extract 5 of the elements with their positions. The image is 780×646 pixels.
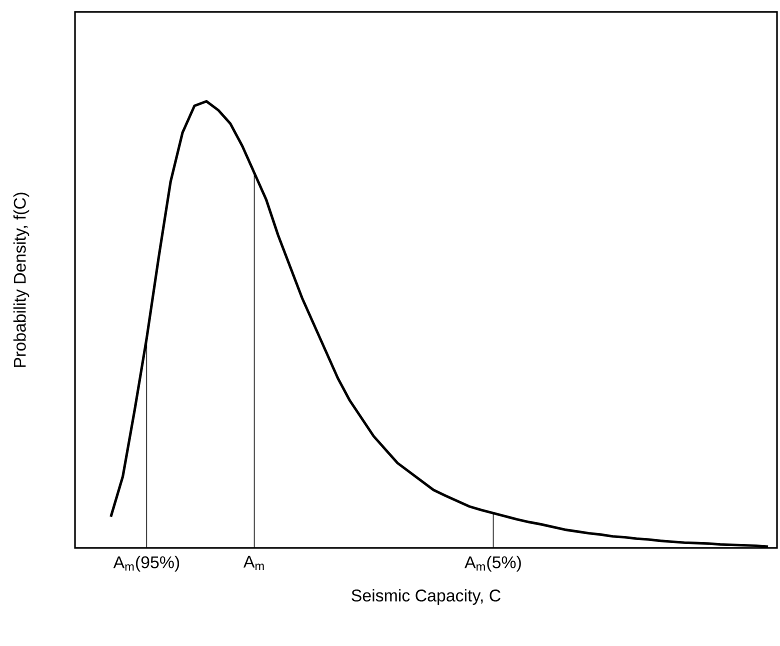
x-tick-label: A$_{m}$ [243, 556, 264, 570]
x-axis-title: Seismic Capacity, C [352, 589, 500, 605]
x-tick-label: A$_{m}$(5%) [464, 556, 521, 572]
y-axis-title: Probability Density, f(C) [13, 192, 30, 367]
x-tick-label: A$_{m}$(95%) [113, 556, 180, 572]
